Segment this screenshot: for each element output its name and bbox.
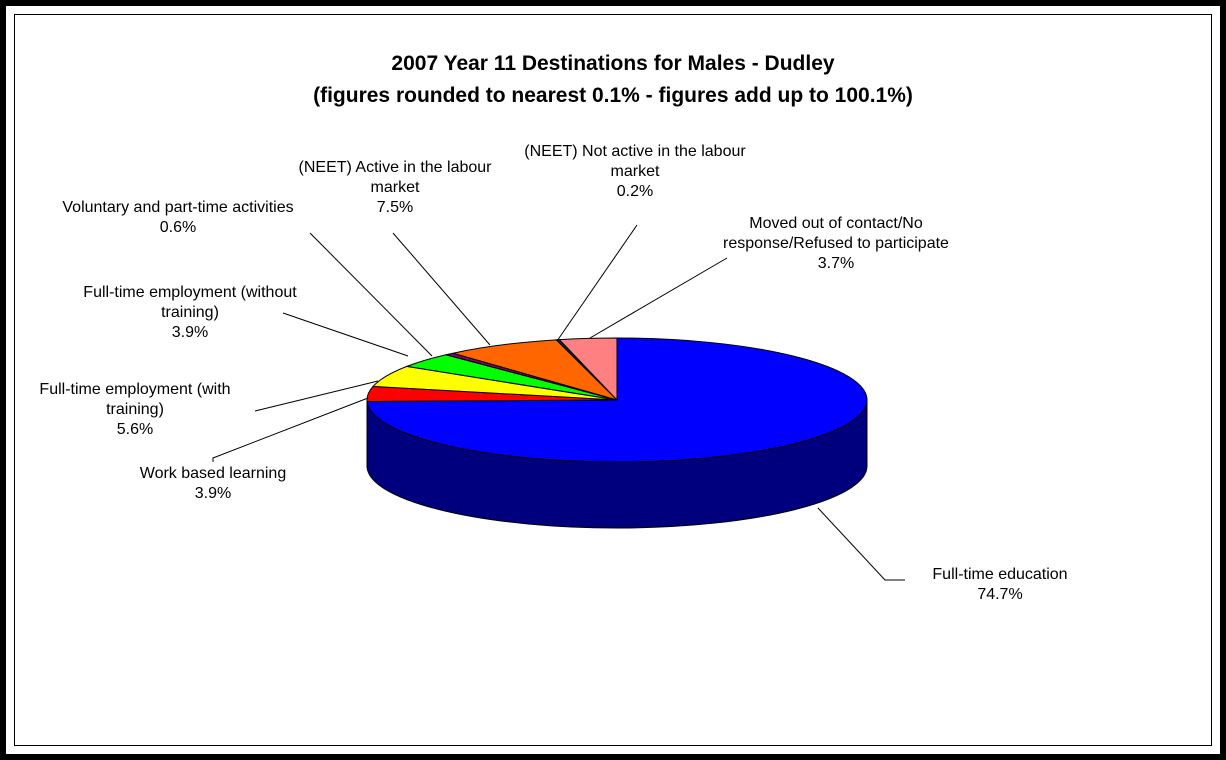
value-label: 5.6% [116,421,154,438]
leader-line [556,224,638,342]
leader-line [309,232,433,357]
leader-line [817,507,905,581]
data-label: (NEET) Active in the labour market 7.5% [275,158,515,218]
value-label: 74.7% [977,586,1023,603]
chart-subtitle: (figures rounded to nearest 0.1% - figur… [313,84,913,107]
category-label: (NEET) Not active in the labour market [524,143,746,180]
data-label: Voluntary and part-time activities 0.6% [58,198,298,238]
slice [452,339,618,401]
chart-inner-border [14,14,1212,746]
leader-line [392,232,491,346]
value-label: 7.5% [376,199,414,216]
data-label: Moved out of contact/No response/Refused… [716,214,956,274]
data-label: Full-time education 74.7% [880,565,1120,605]
category-label: Full-time education [932,566,1068,583]
value-label: 3.7% [817,255,855,272]
leader-line [212,397,369,462]
category-label: (NEET) Active in the labour market [298,159,492,196]
category-label: Work based learning [139,465,287,482]
category-label: Full-time employment (with training) [39,381,231,418]
data-label: Full-time employment (without training) 3… [70,283,310,343]
leader-line [254,380,379,412]
data-label: (NEET) Not active in the labour market 0.… [515,142,755,202]
value-label: 0.2% [616,183,654,200]
category-label: Moved out of contact/No response/Refused… [723,215,949,252]
data-label: Work based learning 3.9% [93,464,333,504]
leader-line [589,257,728,339]
data-label: Full-time employment (with training) 5.6% [15,380,255,440]
value-label: 3.9% [194,485,232,502]
chart-title: 2007 Year 11 Destinations for Males - Du… [391,52,835,75]
slice [558,337,618,402]
value-label: 0.6% [159,219,197,236]
category-label: Voluntary and part-time activities [62,199,294,216]
leader-line [282,312,409,357]
value-label: 3.9% [171,324,209,341]
category-label: Full-time employment (without training) [83,284,297,321]
